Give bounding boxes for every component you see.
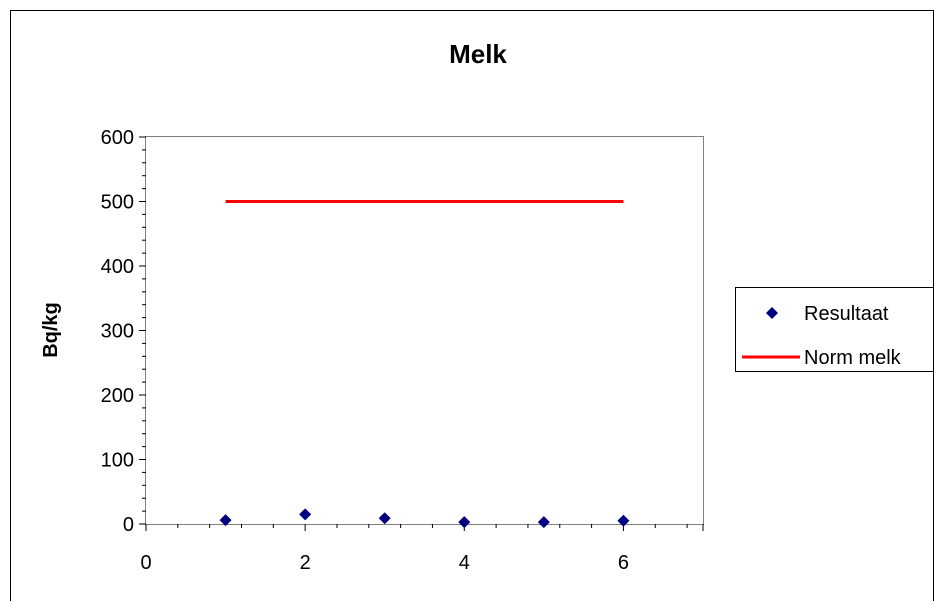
legend-label: Resultaat: [804, 303, 889, 325]
data-point-marker: [458, 516, 471, 529]
chart-title: Melk: [449, 39, 507, 69]
y-tick-label: 0: [123, 514, 134, 536]
data-point-marker: [299, 508, 312, 521]
data-point-marker: [537, 516, 550, 529]
plot-area: [145, 136, 704, 525]
x-tick-label: 0: [140, 552, 151, 574]
y-axis-label: Bq/kg: [40, 302, 62, 358]
legend-marker-resultaat: [766, 307, 778, 319]
y-tick-label: 200: [101, 385, 134, 407]
x-tick-label: 2: [300, 552, 311, 574]
y-tick-label: 500: [101, 192, 134, 214]
legend-layer: Resultaat Norm melk: [742, 303, 902, 369]
y-tick-label: 300: [101, 321, 134, 343]
x-tick-label: 6: [618, 552, 629, 574]
series-layer: [219, 200, 630, 529]
legend-label: Norm melk: [804, 347, 902, 369]
y-tick-label: 100: [101, 450, 134, 472]
x-tick-label: 4: [459, 552, 470, 574]
y-tick-label: 600: [101, 127, 134, 149]
data-point-marker: [378, 512, 391, 525]
data-point-marker: [219, 514, 232, 527]
y-tick-label: 400: [101, 256, 134, 278]
axes-layer: 0 100 200 300 400 500 600 0 2 4 6: [101, 127, 704, 574]
data-point-marker: [617, 514, 630, 527]
